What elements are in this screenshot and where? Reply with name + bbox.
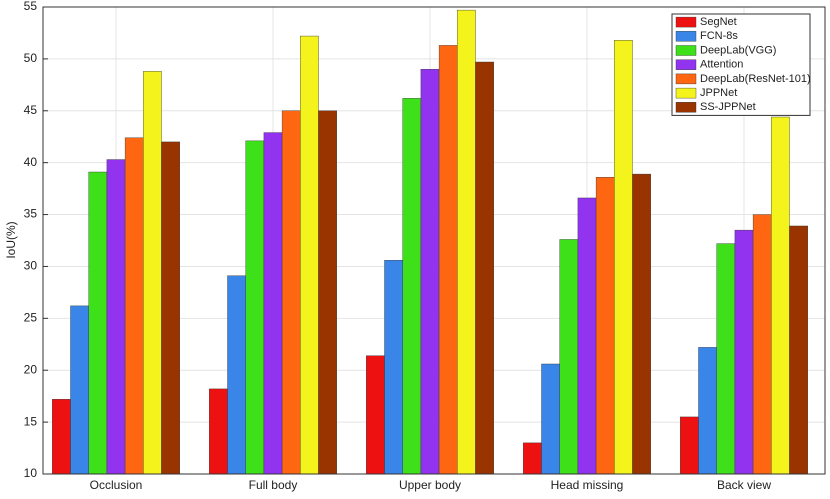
legend-swatch [675,87,697,99]
y-tick-label: 20 [24,362,38,376]
legend-label: SS-JPPNet [700,101,756,113]
bar [281,110,301,475]
legend-label: JPPNet [700,87,737,99]
bar [402,98,422,475]
bar [384,260,403,475]
y-tick-label: 10 [24,466,38,480]
bar [106,159,126,475]
bar [475,61,494,475]
y-tick-label: 45 [24,103,38,117]
bar [124,137,144,475]
x-tick-label: Occlusion [90,478,143,492]
y-tick-label: 15 [24,414,38,428]
x-tick-label: Full body [249,478,298,492]
bar [318,110,337,475]
bar [88,171,108,475]
legend-label: FCN-8s [700,30,738,42]
bar [209,388,228,475]
y-tick-label: 40 [24,155,38,169]
bar [752,214,772,475]
bar [716,243,736,475]
bar [734,229,754,475]
bar [366,355,385,475]
legend-swatch [675,45,697,56]
legend-label: SegNet [700,16,737,28]
bar [559,239,579,475]
bar [143,71,162,475]
bar [698,347,717,475]
bar [70,305,89,475]
bar [595,176,615,475]
bar [438,45,458,475]
y-tick-label: 55 [24,0,38,13]
bar [541,363,560,475]
bar [52,399,71,475]
y-tick-label: 50 [24,51,38,65]
bar [614,40,633,475]
axes-box [42,6,826,475]
x-tick-label: Upper body [399,478,461,492]
bar [263,132,283,475]
bar [771,116,790,475]
bar [680,416,699,475]
legend-swatch [675,31,697,42]
x-tick-label: Head missing [551,478,624,492]
legend-swatch [675,102,697,113]
y-tick-label: 25 [24,311,38,325]
y-axis-label: IoU(%) [4,221,18,258]
bar [632,173,651,475]
legend: SegNet FCN-8s DeepLab(VGG) Attention DeepLab… [671,13,811,116]
x-tick-label: Back view [717,478,771,492]
bar [523,442,542,475]
legend-swatch [675,73,697,85]
bar [577,197,597,475]
bar [457,9,476,475]
bar [245,140,265,475]
legend-swatch [675,16,697,28]
legend-label: Attention [700,59,743,71]
y-tick-label: 35 [24,207,38,221]
bar [420,69,440,475]
bar [227,275,246,475]
bar [789,225,808,475]
bar [300,35,319,475]
legend-swatch [675,59,697,70]
legend-label: DeepLab(ResNet-101) [700,73,811,85]
y-tick-label: 30 [24,259,38,273]
legend-label: DeepLab(VGG) [700,44,776,56]
bar [161,141,180,475]
